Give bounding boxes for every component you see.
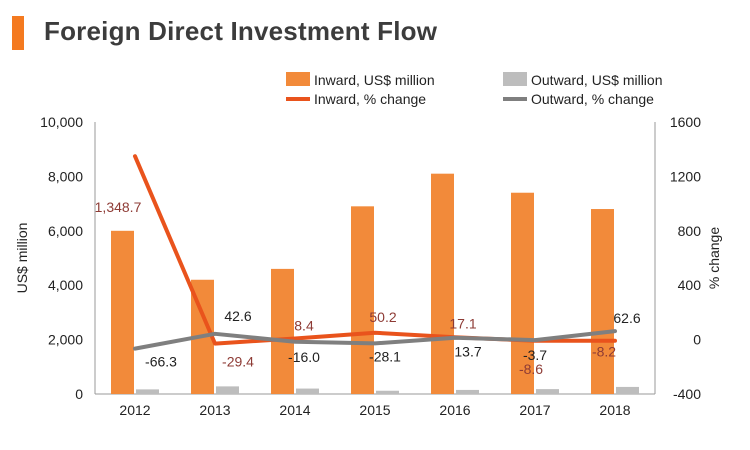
- outward-change-label: -28.1: [369, 348, 401, 364]
- y2-tick-label: 800: [678, 223, 702, 239]
- x-tick-label: 2017: [519, 402, 550, 418]
- outward-bar: [296, 388, 319, 394]
- outward-bar: [616, 386, 639, 394]
- x-tick-label: 2018: [599, 402, 630, 418]
- inward-change-label: 17.1: [449, 315, 476, 331]
- outward-bar: [136, 389, 159, 394]
- y-tick-label: 8,000: [48, 168, 83, 184]
- outward-bar: [456, 389, 479, 394]
- inward-bar: [351, 206, 374, 394]
- outward-change-label: 62.6: [613, 310, 640, 326]
- legend-swatch-inward-bar: [286, 72, 310, 86]
- inward-bar: [271, 268, 294, 394]
- y2-axis-title: % change: [706, 227, 722, 289]
- title-accent-bar: [12, 16, 24, 50]
- outward-change-line: [133, 329, 617, 351]
- y2-tick-label: 400: [678, 277, 702, 293]
- legend-label-inward-bar: Inward, US$ million: [314, 72, 435, 88]
- y-tick-label: 4,000: [48, 277, 83, 293]
- y2-tick-label: -400: [673, 386, 701, 402]
- inward-change-label: -8.2: [592, 344, 616, 360]
- inward-bar: [111, 230, 134, 394]
- legend-label-outward-line: Outward, % change: [531, 91, 654, 107]
- legend-label-outward-bar: Outward, US$ million: [531, 72, 663, 88]
- outward-change-label: -3.7: [523, 347, 547, 363]
- outward-change-label: 13.7: [454, 344, 481, 360]
- y-tick-label: 0: [75, 386, 83, 402]
- chart-title: Foreign Direct Investment Flow: [44, 16, 438, 46]
- inward-change-label: -8.6: [519, 361, 543, 377]
- y-tick-label: 6,000: [48, 223, 83, 239]
- inward-change-label: 1,348.7: [95, 199, 142, 215]
- legend-swatch-outward-bar: [503, 72, 527, 86]
- y-tick-label: 10,000: [40, 114, 83, 130]
- y2-tick-label: 0: [693, 332, 701, 348]
- outward-bar: [376, 390, 399, 394]
- x-tick-label: 2015: [359, 402, 390, 418]
- x-tick-label: 2014: [279, 402, 310, 418]
- outward-change-label: -66.3: [145, 354, 177, 370]
- inward-change-label: 8.4: [294, 317, 314, 333]
- y-axis-title: US$ million: [14, 223, 30, 294]
- y2-tick-label: 1200: [670, 168, 701, 184]
- inward-change-label: 50.2: [369, 309, 396, 325]
- outward-change-label: -16.0: [288, 349, 320, 365]
- x-tick-label: 2012: [119, 402, 150, 418]
- y2-tick-label: 1600: [670, 114, 701, 130]
- legend-label-inward-line: Inward, % change: [314, 91, 426, 107]
- inward-bar: [591, 209, 614, 394]
- x-tick-label: 2013: [199, 402, 230, 418]
- y-tick-label: 2,000: [48, 332, 83, 348]
- inward-change-label: -29.4: [222, 354, 254, 370]
- outward-bar: [536, 389, 559, 394]
- inward-bar: [431, 173, 454, 394]
- outward-change-label: 42.6: [224, 308, 251, 324]
- x-tick-label: 2016: [439, 402, 470, 418]
- outward-bar: [216, 386, 239, 394]
- inward-bar: [511, 192, 534, 394]
